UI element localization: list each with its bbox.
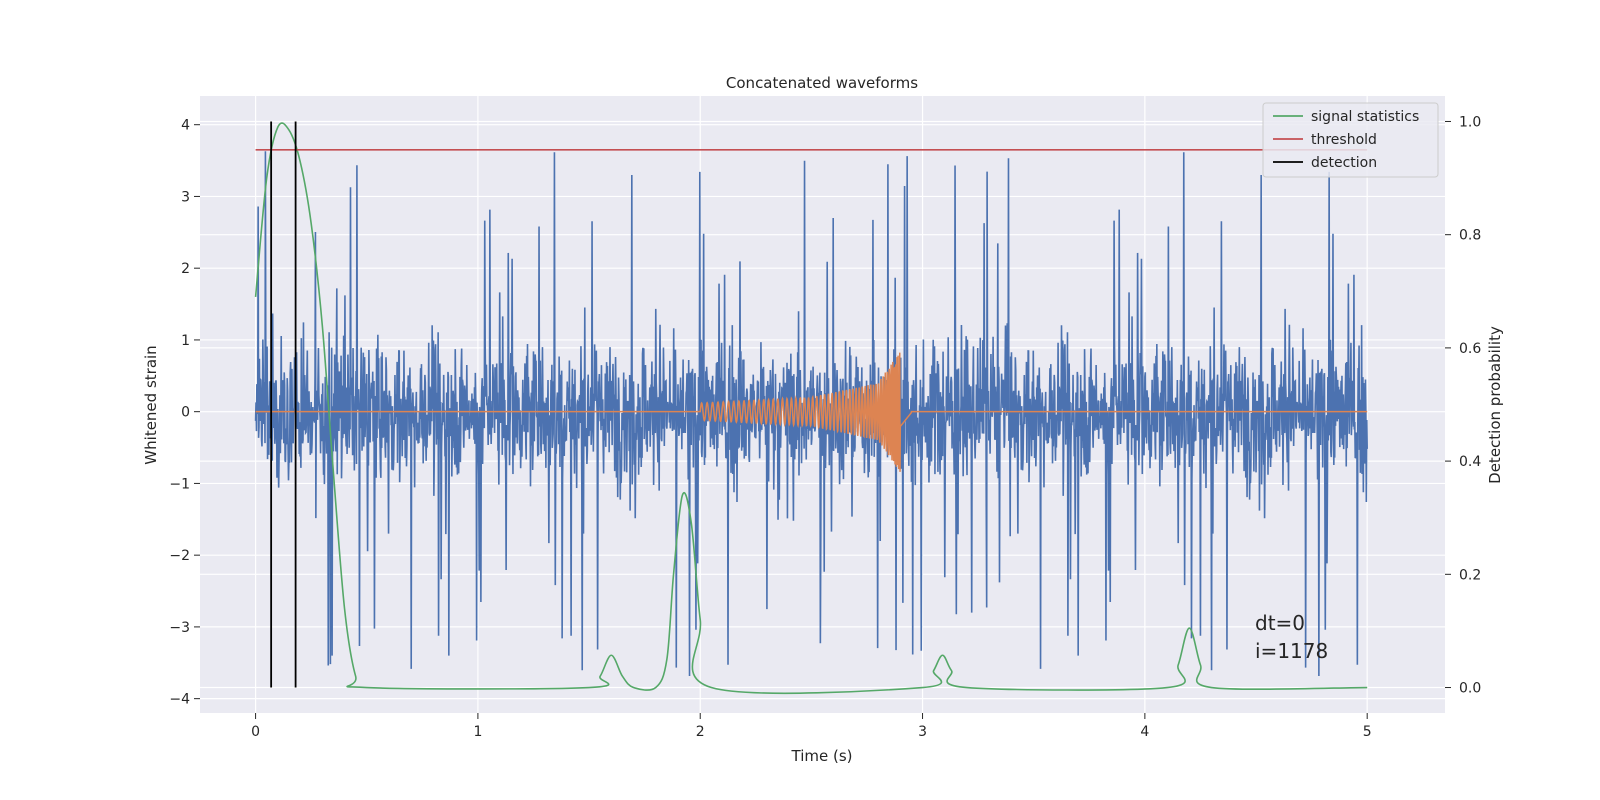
y-tick-label: 1: [181, 333, 190, 349]
x-tick-label: 1: [473, 724, 482, 740]
y-tick-label: −2: [169, 548, 190, 564]
y-axis-label: Whitened strain: [142, 345, 160, 464]
y-tick-label: 4: [181, 118, 190, 134]
legend-label-detection: detection: [1311, 155, 1377, 171]
annotation-index: i=1178: [1255, 639, 1328, 663]
y-tick-label: −1: [169, 476, 190, 492]
x-tick-label: 4: [1140, 724, 1149, 740]
right-y-tick-label: 1.0: [1459, 114, 1481, 130]
x-tick-label: 3: [918, 724, 927, 740]
legend-label-threshold: threshold: [1311, 132, 1377, 148]
right-y-tick-label: 0.2: [1459, 567, 1481, 583]
x-tick-label: 2: [696, 724, 705, 740]
right-y-tick-label: 0.8: [1459, 228, 1481, 244]
grid: [200, 96, 1445, 713]
series-injected-waveform-line: [255, 352, 1368, 472]
series-detection-lines: [270, 121, 297, 688]
y-axis-ticks: −4 −3 −2 −1 0 1 2 3 4: [169, 118, 200, 708]
right-y-tick-label: 0.6: [1459, 341, 1481, 357]
series-signal-statistics-line: [254, 122, 1368, 695]
legend-label-signal-statistics: signal statistics: [1311, 109, 1419, 125]
y-tick-label: 2: [181, 261, 190, 277]
x-tick-label: 0: [251, 724, 260, 740]
annotation-dt: dt=0: [1255, 611, 1305, 635]
x-tick-label: 5: [1363, 724, 1372, 740]
y-tick-label: −4: [169, 692, 190, 708]
series-whitened-strain-line: [254, 151, 1368, 676]
x-axis-label: Time (s): [791, 747, 853, 765]
right-y-axis-label: Detection probability: [1486, 326, 1504, 484]
right-y-tick-label: 0.0: [1459, 681, 1481, 697]
y-tick-label: 0: [181, 405, 190, 421]
y-tick-label: 3: [181, 189, 190, 205]
chart-title: Concatenated waveforms: [726, 74, 918, 92]
y-tick-label: −3: [169, 620, 190, 636]
legend-box: [1262, 102, 1439, 178]
right-y-axis-ticks: 0.0 0.2 0.4 0.6 0.8 1.0: [1445, 114, 1481, 697]
right-y-tick-label: 0.4: [1459, 454, 1481, 470]
legend: signal statistics threshold detection: [1262, 102, 1439, 178]
x-axis-ticks: 0 1 2 3 4 5: [251, 713, 1372, 740]
